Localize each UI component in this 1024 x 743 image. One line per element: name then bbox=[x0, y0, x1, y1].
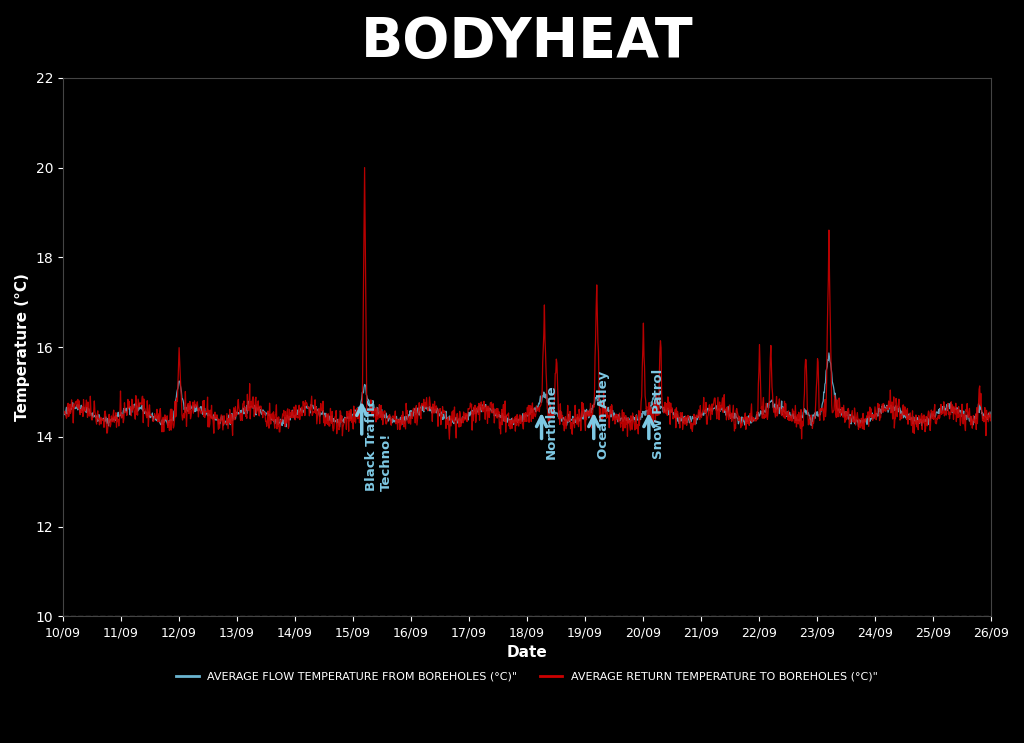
Title: BODYHEAT: BODYHEAT bbox=[360, 15, 693, 69]
Text: Snow Patrol: Snow Patrol bbox=[651, 369, 665, 459]
Text: Black Traffic
Techno!: Black Traffic Techno! bbox=[365, 398, 392, 490]
Text: Ocean Alley: Ocean Alley bbox=[597, 371, 609, 459]
Text: Northlane: Northlane bbox=[545, 385, 557, 459]
Legend: AVERAGE FLOW TEMPERATURE FROM BOREHOLES (°C)", AVERAGE RETURN TEMPERATURE TO BOR: AVERAGE FLOW TEMPERATURE FROM BOREHOLES … bbox=[172, 667, 883, 686]
X-axis label: Date: Date bbox=[507, 645, 548, 660]
Y-axis label: Temperature (°C): Temperature (°C) bbox=[15, 273, 30, 421]
